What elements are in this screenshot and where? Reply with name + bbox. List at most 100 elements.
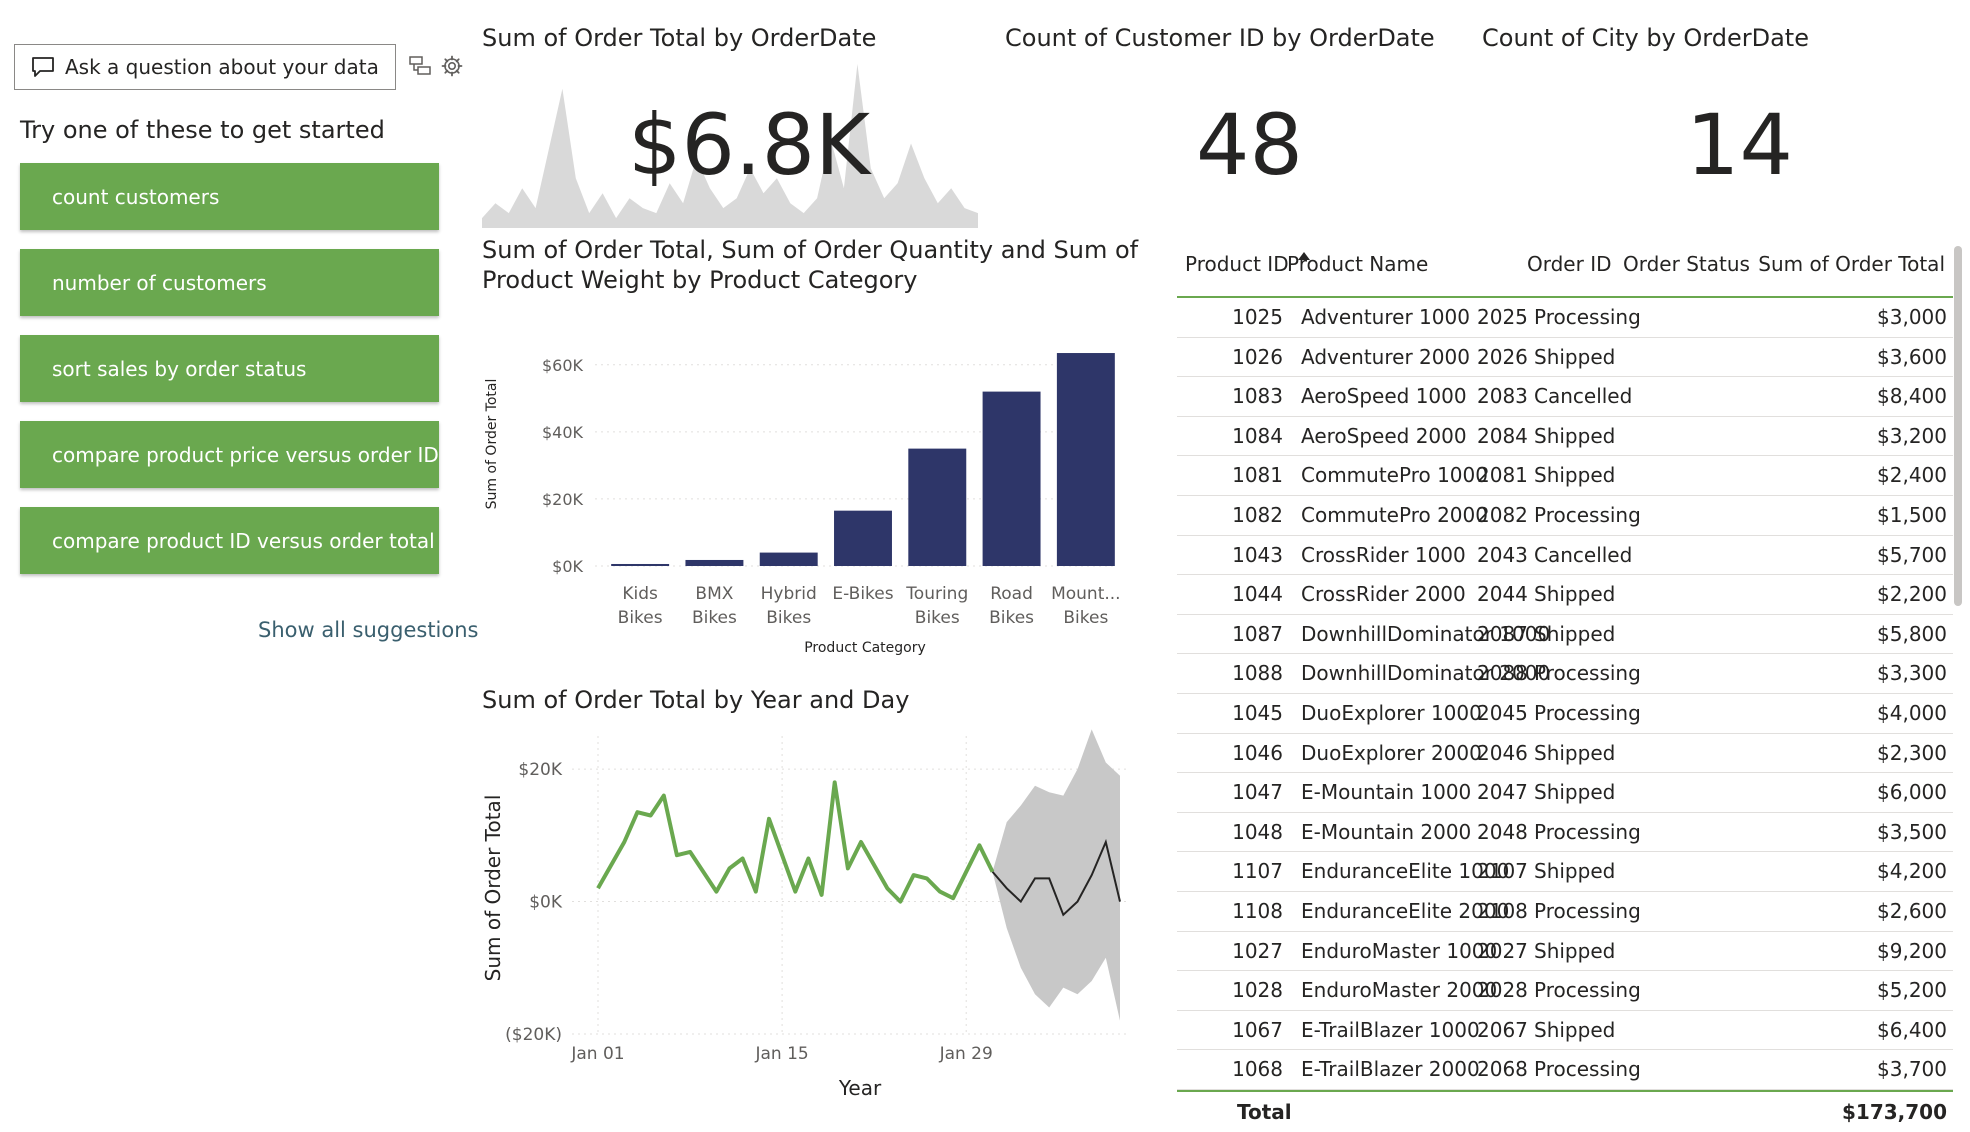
bar-x-tick: Bikes — [989, 608, 1034, 628]
table-row[interactable]: 1083 AeroSpeed 1000 2083 Cancelled $8,400 — [1177, 377, 1953, 417]
bar-x-tick: Bikes — [692, 608, 737, 628]
convert-to-visual-icon[interactable] — [408, 54, 432, 78]
table-scrollbar[interactable] — [1954, 246, 1962, 606]
kpi-value-customer-count: 48 — [1196, 96, 1303, 194]
bar-2 — [685, 559, 744, 566]
forecast-confidence-band — [992, 729, 1120, 1021]
table-row[interactable]: 1028 EnduroMaster 2000 2028 Processing $5,20… — [1177, 971, 1953, 1011]
cell-order-status: Processing — [1534, 1057, 1641, 1082]
cell-order-id: 2045 — [1477, 700, 1528, 725]
line-x-tick: Jan 15 — [754, 1044, 808, 1064]
cell-order-status: Shipped — [1534, 582, 1616, 607]
cell-order-status: Shipped — [1534, 621, 1616, 646]
table-row[interactable]: 1027 EnduroMaster 1000 2027 Shipped $9,200 — [1177, 932, 1953, 972]
cell-product-id: 1028 — [1232, 978, 1283, 1003]
cell-order-status: Shipped — [1534, 344, 1616, 369]
table-row[interactable]: 1088 DownhillDominator 2000 2088 Processing… — [1177, 654, 1953, 694]
cell-order-id: 2028 — [1477, 978, 1528, 1003]
line-x-tick: Jan 29 — [939, 1044, 993, 1064]
cell-order-total: $2,300 — [1877, 740, 1947, 765]
cell-order-total: $2,600 — [1877, 898, 1947, 923]
table-row[interactable]: 1043 CrossRider 1000 2043 Cancelled $5,700 — [1177, 536, 1953, 576]
kpi-value-city-count: 14 — [1686, 96, 1793, 194]
cell-product-id: 1088 — [1232, 661, 1283, 686]
cell-product-name: EnduroMaster 2000 — [1301, 978, 1498, 1003]
header-order-total[interactable]: Sum of Order Total — [1758, 252, 1945, 276]
cell-product-name: E-TrailBlazer 1000 — [1301, 1017, 1480, 1042]
cell-order-status: Processing — [1534, 898, 1641, 923]
cell-product-id: 1082 — [1232, 502, 1283, 527]
cell-order-total: $9,200 — [1877, 938, 1947, 963]
bar-chart-title-line1: Sum of Order Total, Sum of Order Quantit… — [482, 236, 1139, 264]
suggestion-button[interactable]: count customers — [20, 163, 439, 230]
table-row[interactable]: 1087 DownhillDominator 1000 2087 Shipped $5,… — [1177, 615, 1953, 655]
cell-order-total: $6,000 — [1877, 780, 1947, 805]
header-product-id[interactable]: Product ID — [1185, 252, 1289, 276]
table-row[interactable]: 1082 CommutePro 2000 2082 Processing $1,500 — [1177, 496, 1953, 536]
cell-order-id: 2087 — [1477, 621, 1528, 646]
cell-order-id: 2044 — [1477, 582, 1528, 607]
table-row[interactable]: 1048 E-Mountain 2000 2048 Processing $3,500 — [1177, 813, 1953, 853]
table-row[interactable]: 1045 DuoExplorer 1000 2045 Processing $4,000 — [1177, 694, 1953, 734]
cell-order-status: Shipped — [1534, 423, 1616, 448]
cell-product-id: 1027 — [1232, 938, 1283, 963]
line-y-tick: $20K — [518, 760, 562, 780]
table-row[interactable]: 1107 EnduranceElite 1000 2107 Shipped $4,200 — [1177, 852, 1953, 892]
bar-x-tick: Touring — [905, 584, 968, 604]
cell-order-id: 2067 — [1477, 1017, 1528, 1042]
cell-product-name: E-TrailBlazer 2000 — [1301, 1057, 1480, 1082]
line-x-tick: Jan 01 — [570, 1044, 624, 1064]
cell-product-id: 1087 — [1232, 621, 1283, 646]
forecast-line — [991, 838, 1121, 917]
header-order-id[interactable]: Order ID — [1527, 252, 1612, 276]
cell-order-total: $4,000 — [1877, 700, 1947, 725]
cell-order-total: $1,500 — [1877, 502, 1947, 527]
chat-bubble-icon — [31, 56, 55, 78]
order-total-line — [596, 780, 995, 904]
table-row[interactable]: 1108 EnduranceElite 2000 2108 Processing $2,… — [1177, 892, 1953, 932]
cell-order-id: 2108 — [1477, 898, 1528, 923]
cell-order-total: $6,400 — [1877, 1017, 1947, 1042]
cell-order-total: $3,700 — [1877, 1057, 1947, 1082]
cell-product-name: DuoExplorer 1000 — [1301, 700, 1482, 725]
cell-order-status: Shipped — [1534, 1017, 1616, 1042]
cell-order-status: Processing — [1534, 502, 1641, 527]
table-row[interactable]: 1067 E-TrailBlazer 1000 2067 Shipped $6,400 — [1177, 1011, 1953, 1051]
cell-product-name: DownhillDominator 2000 — [1301, 661, 1551, 686]
suggestion-button[interactable]: compare product ID versus order total — [20, 507, 439, 574]
table-row[interactable]: 1068 E-TrailBlazer 2000 2068 Processing $3,7… — [1177, 1050, 1953, 1090]
table-row[interactable]: 1047 E-Mountain 1000 2047 Shipped $6,000 — [1177, 773, 1953, 813]
suggestion-button[interactable]: sort sales by order status — [20, 335, 439, 402]
cell-order-total: $3,000 — [1877, 305, 1947, 329]
kpi-title-city-count: Count of City by OrderDate — [1482, 24, 1809, 52]
suggestion-button[interactable]: compare product price versus order ID — [20, 421, 439, 488]
suggestions-heading: Try one of these to get started — [20, 116, 385, 144]
bar-chart-title-line2: Product Weight by Product Category — [482, 266, 918, 294]
table-row[interactable]: 1084 AeroSpeed 2000 2084 Shipped $3,200 — [1177, 417, 1953, 457]
cell-product-id: 1083 — [1232, 384, 1283, 409]
cell-order-id: 2068 — [1477, 1057, 1528, 1082]
cell-order-total: $8,400 — [1877, 384, 1947, 409]
cell-order-id: 2025 — [1477, 305, 1528, 329]
bar-x-tick: Bikes — [915, 608, 960, 628]
show-all-suggestions-link[interactable]: Show all suggestions — [258, 618, 479, 642]
settings-gear-icon[interactable] — [440, 54, 464, 78]
table-row[interactable]: 1081 CommutePro 1000 2081 Shipped $2,400 — [1177, 456, 1953, 496]
cell-order-total: $5,700 — [1877, 542, 1947, 567]
cell-order-total: $5,200 — [1877, 978, 1947, 1003]
bar-x-tick: Road — [990, 584, 1033, 604]
cell-order-id: 2083 — [1477, 384, 1528, 409]
qa-question-input[interactable]: Ask a question about your data — [14, 44, 396, 90]
cell-order-total: $5,800 — [1877, 621, 1947, 646]
cell-order-id: 2027 — [1477, 938, 1528, 963]
table-row[interactable]: 1026 Adventurer 2000 2026 Shipped $3,600 — [1177, 338, 1953, 378]
table-row[interactable]: 1046 DuoExplorer 2000 2046 Shipped $2,300 — [1177, 734, 1953, 774]
table-row[interactable]: 1044 CrossRider 2000 2044 Shipped $2,200 — [1177, 575, 1953, 615]
cell-order-status: Processing — [1534, 978, 1641, 1003]
cell-order-total: $3,600 — [1877, 344, 1947, 369]
table-row[interactable]: 1025 Adventurer 1000 2025 Processing $3,000 — [1177, 298, 1953, 338]
header-product-name[interactable]: Product Name — [1287, 252, 1429, 276]
bar-x-tick: BMX — [695, 584, 733, 604]
suggestion-button[interactable]: number of customers — [20, 249, 439, 316]
header-order-status[interactable]: Order Status — [1623, 252, 1750, 276]
